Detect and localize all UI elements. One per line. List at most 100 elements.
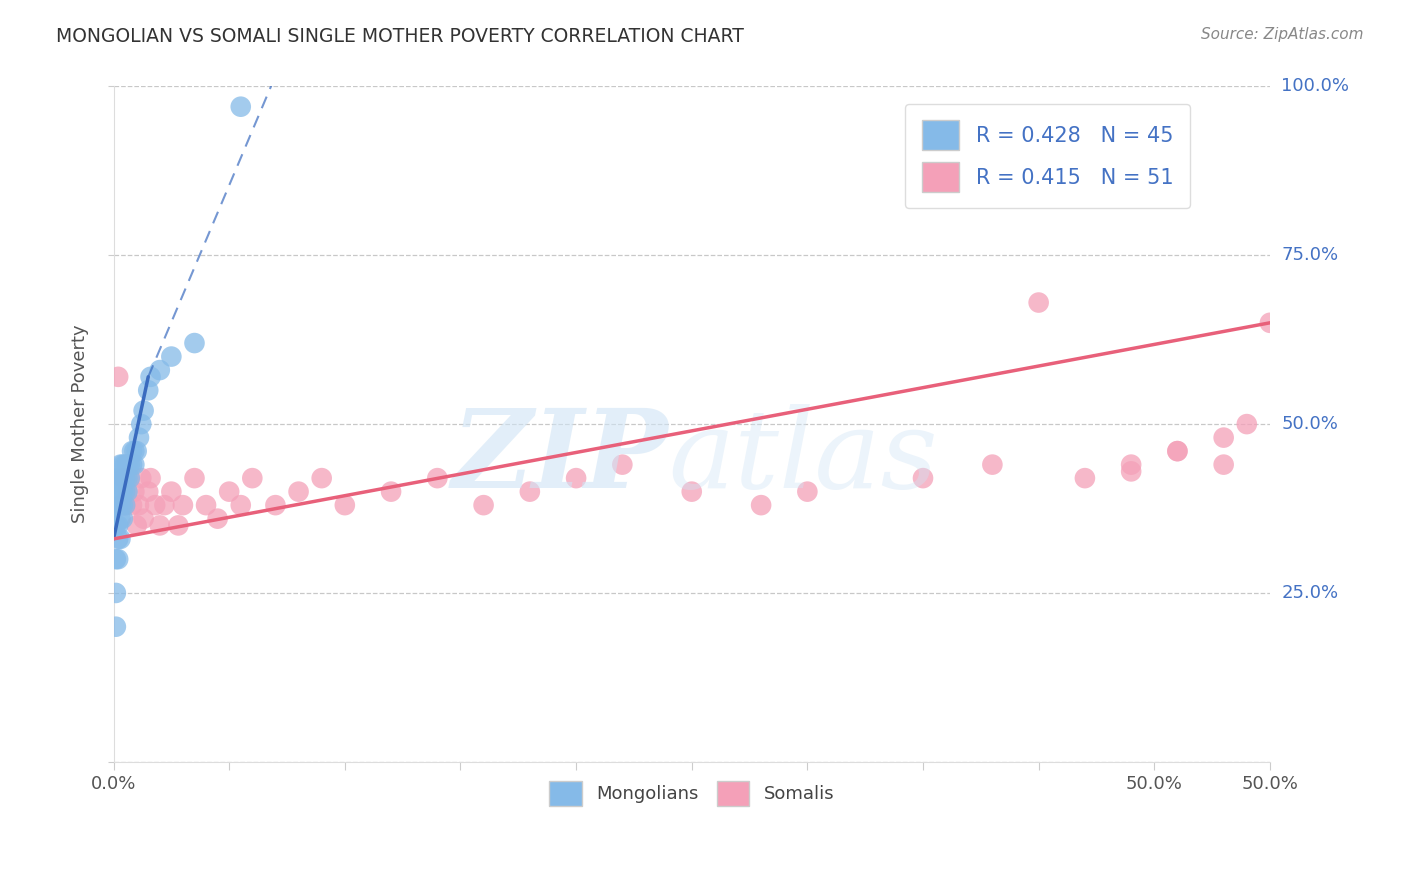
Point [107,498,129,512]
Point [121,458,143,472]
Point [111,511,134,525]
Point [117,458,139,472]
Point [110,471,132,485]
Point [139,471,162,485]
Point [333,498,356,512]
Point [104,620,127,634]
Point [472,498,495,512]
Point [1212,458,1234,472]
Point [124,458,146,472]
Point [139,369,162,384]
Point [125,444,148,458]
Point [104,518,127,533]
Point [565,471,588,485]
Point [107,552,129,566]
Point [125,518,148,533]
Point [117,471,139,485]
Point [104,586,127,600]
Point [110,498,132,512]
Point [1166,444,1188,458]
Point [1236,417,1258,431]
Point [183,336,205,351]
Point [207,511,229,525]
Text: Source: ZipAtlas.com: Source: ZipAtlas.com [1201,27,1364,42]
Point [128,431,150,445]
Point [114,498,136,512]
Point [128,498,150,512]
Point [117,484,139,499]
Text: 100.0%: 100.0% [1281,78,1350,95]
Point [111,498,134,512]
Point [110,532,132,546]
Text: atlas: atlas [669,404,938,512]
Point [218,484,240,499]
Point [149,518,172,533]
Point [981,458,1004,472]
Text: ZIP: ZIP [451,404,669,512]
Point [107,484,129,499]
Point [195,498,218,512]
Text: 25.0%: 25.0% [1281,584,1339,602]
Point [149,363,172,377]
Point [681,484,703,499]
Point [121,444,143,458]
Point [136,384,159,398]
Point [104,552,127,566]
Point [118,458,141,472]
Point [1028,295,1050,310]
Point [911,471,934,485]
Point [104,498,127,512]
Point [111,471,134,485]
Point [749,498,772,512]
Point [153,498,176,512]
Point [612,458,634,472]
Point [107,369,129,384]
Point [124,484,146,499]
Point [117,484,139,499]
Point [129,471,152,485]
Y-axis label: Single Mother Poverty: Single Mother Poverty [72,325,89,524]
Point [229,100,252,114]
Text: 50.0%: 50.0% [1281,415,1339,434]
Point [183,471,205,485]
Point [129,417,152,431]
Point [107,532,129,546]
Point [114,471,136,485]
Point [110,484,132,499]
Point [132,403,155,417]
Point [107,518,129,533]
Point [229,498,252,512]
Point [264,498,287,512]
Point [110,511,132,525]
Point [118,471,141,485]
Point [132,511,155,525]
Point [111,458,134,472]
Point [1166,444,1188,458]
Point [287,484,309,499]
Text: MONGOLIAN VS SOMALI SINGLE MOTHER POVERTY CORRELATION CHART: MONGOLIAN VS SOMALI SINGLE MOTHER POVERT… [56,27,744,45]
Point [1212,431,1234,445]
Point [114,458,136,472]
Point [519,484,541,499]
Point [143,498,166,512]
Point [111,471,134,485]
Point [1074,471,1097,485]
Point [111,484,134,499]
Point [167,518,190,533]
Point [1258,316,1281,330]
Point [426,471,449,485]
Point [114,498,136,512]
Point [160,484,183,499]
Point [172,498,194,512]
Point [1121,464,1143,478]
Text: 75.0%: 75.0% [1281,246,1339,264]
Point [121,498,143,512]
Point [136,484,159,499]
Point [107,471,129,485]
Point [796,484,818,499]
Point [110,498,132,512]
Point [240,471,263,485]
Point [160,350,183,364]
Point [380,484,402,499]
Point [124,444,146,458]
